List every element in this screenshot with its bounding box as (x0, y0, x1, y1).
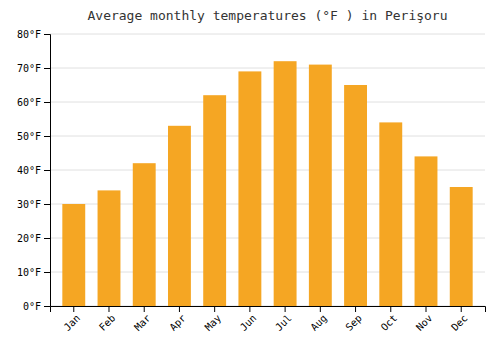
y-tick-label: 50°F (17, 131, 41, 142)
x-tick-mark (355, 306, 356, 312)
x-tick-label: May (203, 312, 224, 333)
x-tick: Dec (449, 306, 470, 333)
x-axis: Jan Feb Mar Apr May Jun Jul Aug Sep Oct Nov Dec (51, 306, 486, 333)
grid-line (50, 102, 485, 103)
x-tick-mark (144, 306, 145, 312)
x-tick: Jul (273, 306, 294, 333)
chart: Jan Feb Mar Apr May Jun Jul Aug Sep Oct Nov Dec 0°F 1… (0, 0, 500, 350)
bar (62, 204, 85, 306)
bar (238, 71, 261, 306)
y-tick-mark (44, 136, 50, 137)
grid-line (50, 68, 485, 69)
bar (133, 163, 156, 306)
x-tick-label: Sep (343, 312, 364, 333)
x-tick-label: Dec (449, 312, 470, 333)
y-tick: 80°F (17, 29, 50, 40)
x-axis-line (51, 307, 486, 313)
y-tick-mark (44, 306, 50, 307)
x-tick-mark (390, 306, 391, 312)
y-tick: 0°F (23, 301, 50, 312)
y-tick-label: 70°F (17, 63, 41, 74)
x-tick-mark (285, 306, 286, 312)
x-tick-mark (108, 306, 109, 312)
x-tick-mark (179, 306, 180, 312)
y-tick-label: 0°F (23, 301, 41, 312)
grid-line (50, 136, 485, 137)
bar (415, 156, 438, 306)
x-tick: Oct (379, 306, 400, 333)
y-tick-mark (44, 204, 50, 205)
x-tick-label: Nov (414, 312, 435, 333)
bars (62, 61, 472, 306)
y-tick-mark (44, 170, 50, 171)
x-tick-mark (426, 306, 427, 312)
x-tick-mark (73, 306, 74, 312)
bar (309, 65, 332, 306)
x-tick: Apr (167, 306, 188, 333)
y-tick-mark (44, 34, 50, 35)
y-tick-mark (44, 238, 50, 239)
x-tick-label: Feb (97, 312, 118, 333)
y-tick: 60°F (17, 97, 50, 108)
bar (203, 95, 226, 306)
title: Average monthly temperatures (°F ) in Pe… (87, 8, 447, 23)
x-tick-mark (214, 306, 215, 312)
y-tick: 70°F (17, 63, 50, 74)
y-tick: 50°F (17, 131, 50, 142)
y-tick: 20°F (17, 233, 50, 244)
y-axis-line (44, 35, 51, 307)
x-tick-label: Jul (273, 312, 294, 333)
x-tick-mark (320, 306, 321, 312)
y-tick-mark (44, 102, 50, 103)
y-tick-label: 10°F (17, 267, 41, 278)
x-tick-label: Oct (379, 312, 400, 333)
y-tick-mark (44, 272, 50, 273)
y-tick: 10°F (17, 267, 50, 278)
x-tick-mark (461, 306, 462, 312)
y-tick-label: 80°F (17, 29, 41, 40)
y-tick-mark (44, 68, 50, 69)
x-tick: Nov (414, 306, 435, 333)
y-tick-label: 60°F (17, 97, 41, 108)
y-tick: 30°F (17, 199, 50, 210)
x-tick-label: Aug (308, 312, 329, 333)
bar (168, 126, 191, 306)
y-axis: 0°F 10°F 20°F 30°F 40°F 50°F 60°F 70°F 80°F (17, 29, 51, 312)
bar (450, 187, 473, 306)
x-tick: Aug (308, 306, 329, 333)
x-tick: Feb (97, 306, 118, 333)
x-tick: Jun (238, 306, 259, 333)
bar (274, 61, 297, 306)
x-tick-label: Jan (62, 312, 83, 333)
bar (344, 85, 367, 306)
y-tick-label: 40°F (17, 165, 41, 176)
x-tick: May (203, 306, 224, 333)
x-tick-mark (249, 306, 250, 312)
bar (379, 122, 402, 306)
x-tick: Sep (343, 306, 364, 333)
bar (98, 190, 121, 306)
x-tick: Mar (132, 306, 153, 333)
grid (50, 34, 485, 306)
y-tick: 40°F (17, 165, 50, 176)
x-tick-label: Mar (132, 312, 153, 333)
grid-line (50, 34, 485, 35)
x-tick-label: Jun (238, 312, 259, 333)
x-tick-label: Apr (167, 312, 188, 333)
y-tick-label: 30°F (17, 199, 41, 210)
x-tick: Jan (62, 306, 83, 333)
y-tick-label: 20°F (17, 233, 41, 244)
